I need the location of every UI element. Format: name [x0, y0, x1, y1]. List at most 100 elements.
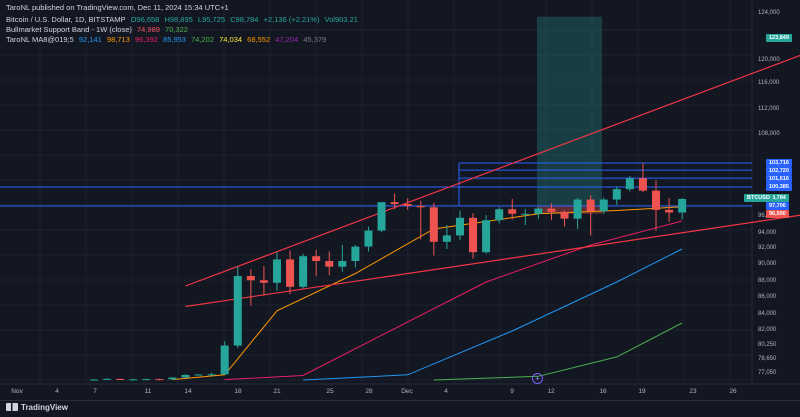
symbol-legend[interactable]: Bitcoin / U.S. Dollar, 1D, BITSTAMP O96,…: [6, 15, 361, 24]
candle-body: [364, 230, 373, 247]
time-tick: 26: [729, 388, 737, 395]
candle-body: [377, 202, 386, 231]
stop-price-tag: 96,500: [766, 210, 789, 218]
candle-body: [90, 379, 98, 381]
footer-bar: [0, 400, 800, 417]
candle-body: [286, 259, 295, 287]
time-tick: 21: [273, 388, 281, 395]
candle-body: [429, 207, 438, 242]
price-tick: 86,000: [758, 294, 777, 300]
band-title: Bullmarket Support Band - 1W (close): [6, 25, 132, 34]
trend-channel: [185, 54, 800, 308]
time-tick: 18: [234, 388, 242, 395]
ohlc-change: +2,136 (+2.21%): [263, 15, 320, 24]
tradingview-logo-icon: [6, 403, 18, 411]
candle-body: [521, 213, 530, 215]
candle-body: [181, 374, 190, 378]
time-tick: 25: [326, 388, 334, 395]
time-tick: 19: [638, 388, 646, 395]
level-price-tag: 102,720: [766, 167, 792, 175]
ma-legend[interactable]: TaroNL MA8@019;5 92,141 98,713 96,392 85…: [6, 35, 329, 44]
channel-upper-line: [185, 54, 800, 287]
channel-lower-line: [185, 214, 800, 308]
time-tick: 28: [365, 388, 373, 395]
candle-body: [625, 178, 634, 190]
ohlc-close: C98,784: [230, 15, 259, 24]
tradingview-logo[interactable]: TradingView: [6, 403, 68, 412]
price-tick: 112,000: [758, 106, 780, 112]
time-tick: 4: [444, 388, 448, 395]
candle-body: [442, 235, 451, 242]
candle-body: [652, 190, 661, 210]
candles: [90, 163, 687, 381]
go-to-realtime-icon[interactable]: +: [532, 373, 543, 384]
candle-body: [116, 378, 125, 380]
candle-body: [168, 377, 177, 380]
time-tick: 23: [689, 388, 697, 395]
candle-body: [638, 178, 647, 191]
price-tick: 92,000: [758, 245, 777, 251]
symbol-tag: BTCUSD: [744, 194, 773, 202]
price-tick: 84,000: [758, 311, 777, 317]
symbol-title: Bitcoin / U.S. Dollar, 1D, BITSTAMP: [6, 15, 126, 24]
price-tick: 124,000: [758, 10, 780, 16]
time-tick: 4: [55, 388, 59, 395]
price-tick: 108,000: [758, 131, 780, 137]
price-tick: 90,000: [758, 261, 777, 267]
candle-body: [259, 280, 268, 283]
time-tick: Nov: [11, 388, 23, 395]
profit-zone: [537, 16, 602, 206]
publisher-line: TaroNL published on TradingView.com, Dec…: [6, 3, 229, 12]
candle-body: [560, 211, 569, 219]
candle-body: [390, 202, 399, 205]
ma-value: 98,713: [106, 35, 130, 44]
price-tick: 82,000: [758, 327, 777, 333]
price-tick: 77,050: [758, 370, 777, 376]
candle-body: [312, 256, 321, 261]
candle-body: [233, 276, 242, 346]
moving-average-line: [172, 206, 683, 381]
volume-value: Vol903.21: [324, 15, 358, 24]
time-tick: 16: [599, 388, 607, 395]
ma-value: 45,379: [303, 35, 327, 44]
candle-body: [612, 189, 621, 200]
candle-body: [547, 208, 556, 212]
ma-value: 96,392: [134, 35, 158, 44]
candle-body: [129, 379, 138, 381]
candle-body: [207, 374, 216, 376]
candle-body: [403, 204, 412, 207]
ma-value: 47,204: [275, 35, 299, 44]
candle-body: [325, 261, 334, 267]
time-tick: 11: [144, 388, 152, 395]
price-tick: 94,000: [758, 230, 777, 236]
band-legend[interactable]: Bullmarket Support Band - 1W (close) 74,…: [6, 25, 191, 34]
target-price-tag: 123,849: [766, 34, 792, 42]
ma-title: TaroNL MA8@019;5: [6, 35, 74, 44]
ohlc-open: O96,658: [130, 15, 160, 24]
band-value: 70,322: [165, 25, 188, 34]
candle-body: [508, 209, 517, 214]
candle-body: [103, 378, 112, 380]
price-tick: 116,000: [758, 80, 780, 86]
candle-body: [665, 209, 674, 213]
candle-body: [495, 209, 504, 221]
candle-body: [351, 246, 360, 261]
candle-body: [416, 206, 425, 208]
stop-zone: [537, 205, 602, 214]
candle-body: [469, 217, 478, 253]
time-tick: Dec: [401, 388, 413, 395]
level-price-tag: 101,616: [766, 175, 792, 183]
candle-body: [246, 276, 255, 281]
moving-average-line: [433, 322, 683, 381]
price-tick: 88,000: [758, 278, 777, 284]
time-tick: 14: [184, 388, 192, 395]
price-tick: 120,000: [758, 57, 780, 63]
ohlc-high: H98,895: [164, 15, 193, 24]
candle-body: [534, 208, 543, 214]
candle-body: [155, 379, 164, 381]
candle-body: [338, 261, 347, 267]
level-price-tag: 100,385: [766, 183, 792, 191]
level-price-tag: 103,716: [766, 159, 792, 167]
moving-averages: [172, 206, 683, 381]
